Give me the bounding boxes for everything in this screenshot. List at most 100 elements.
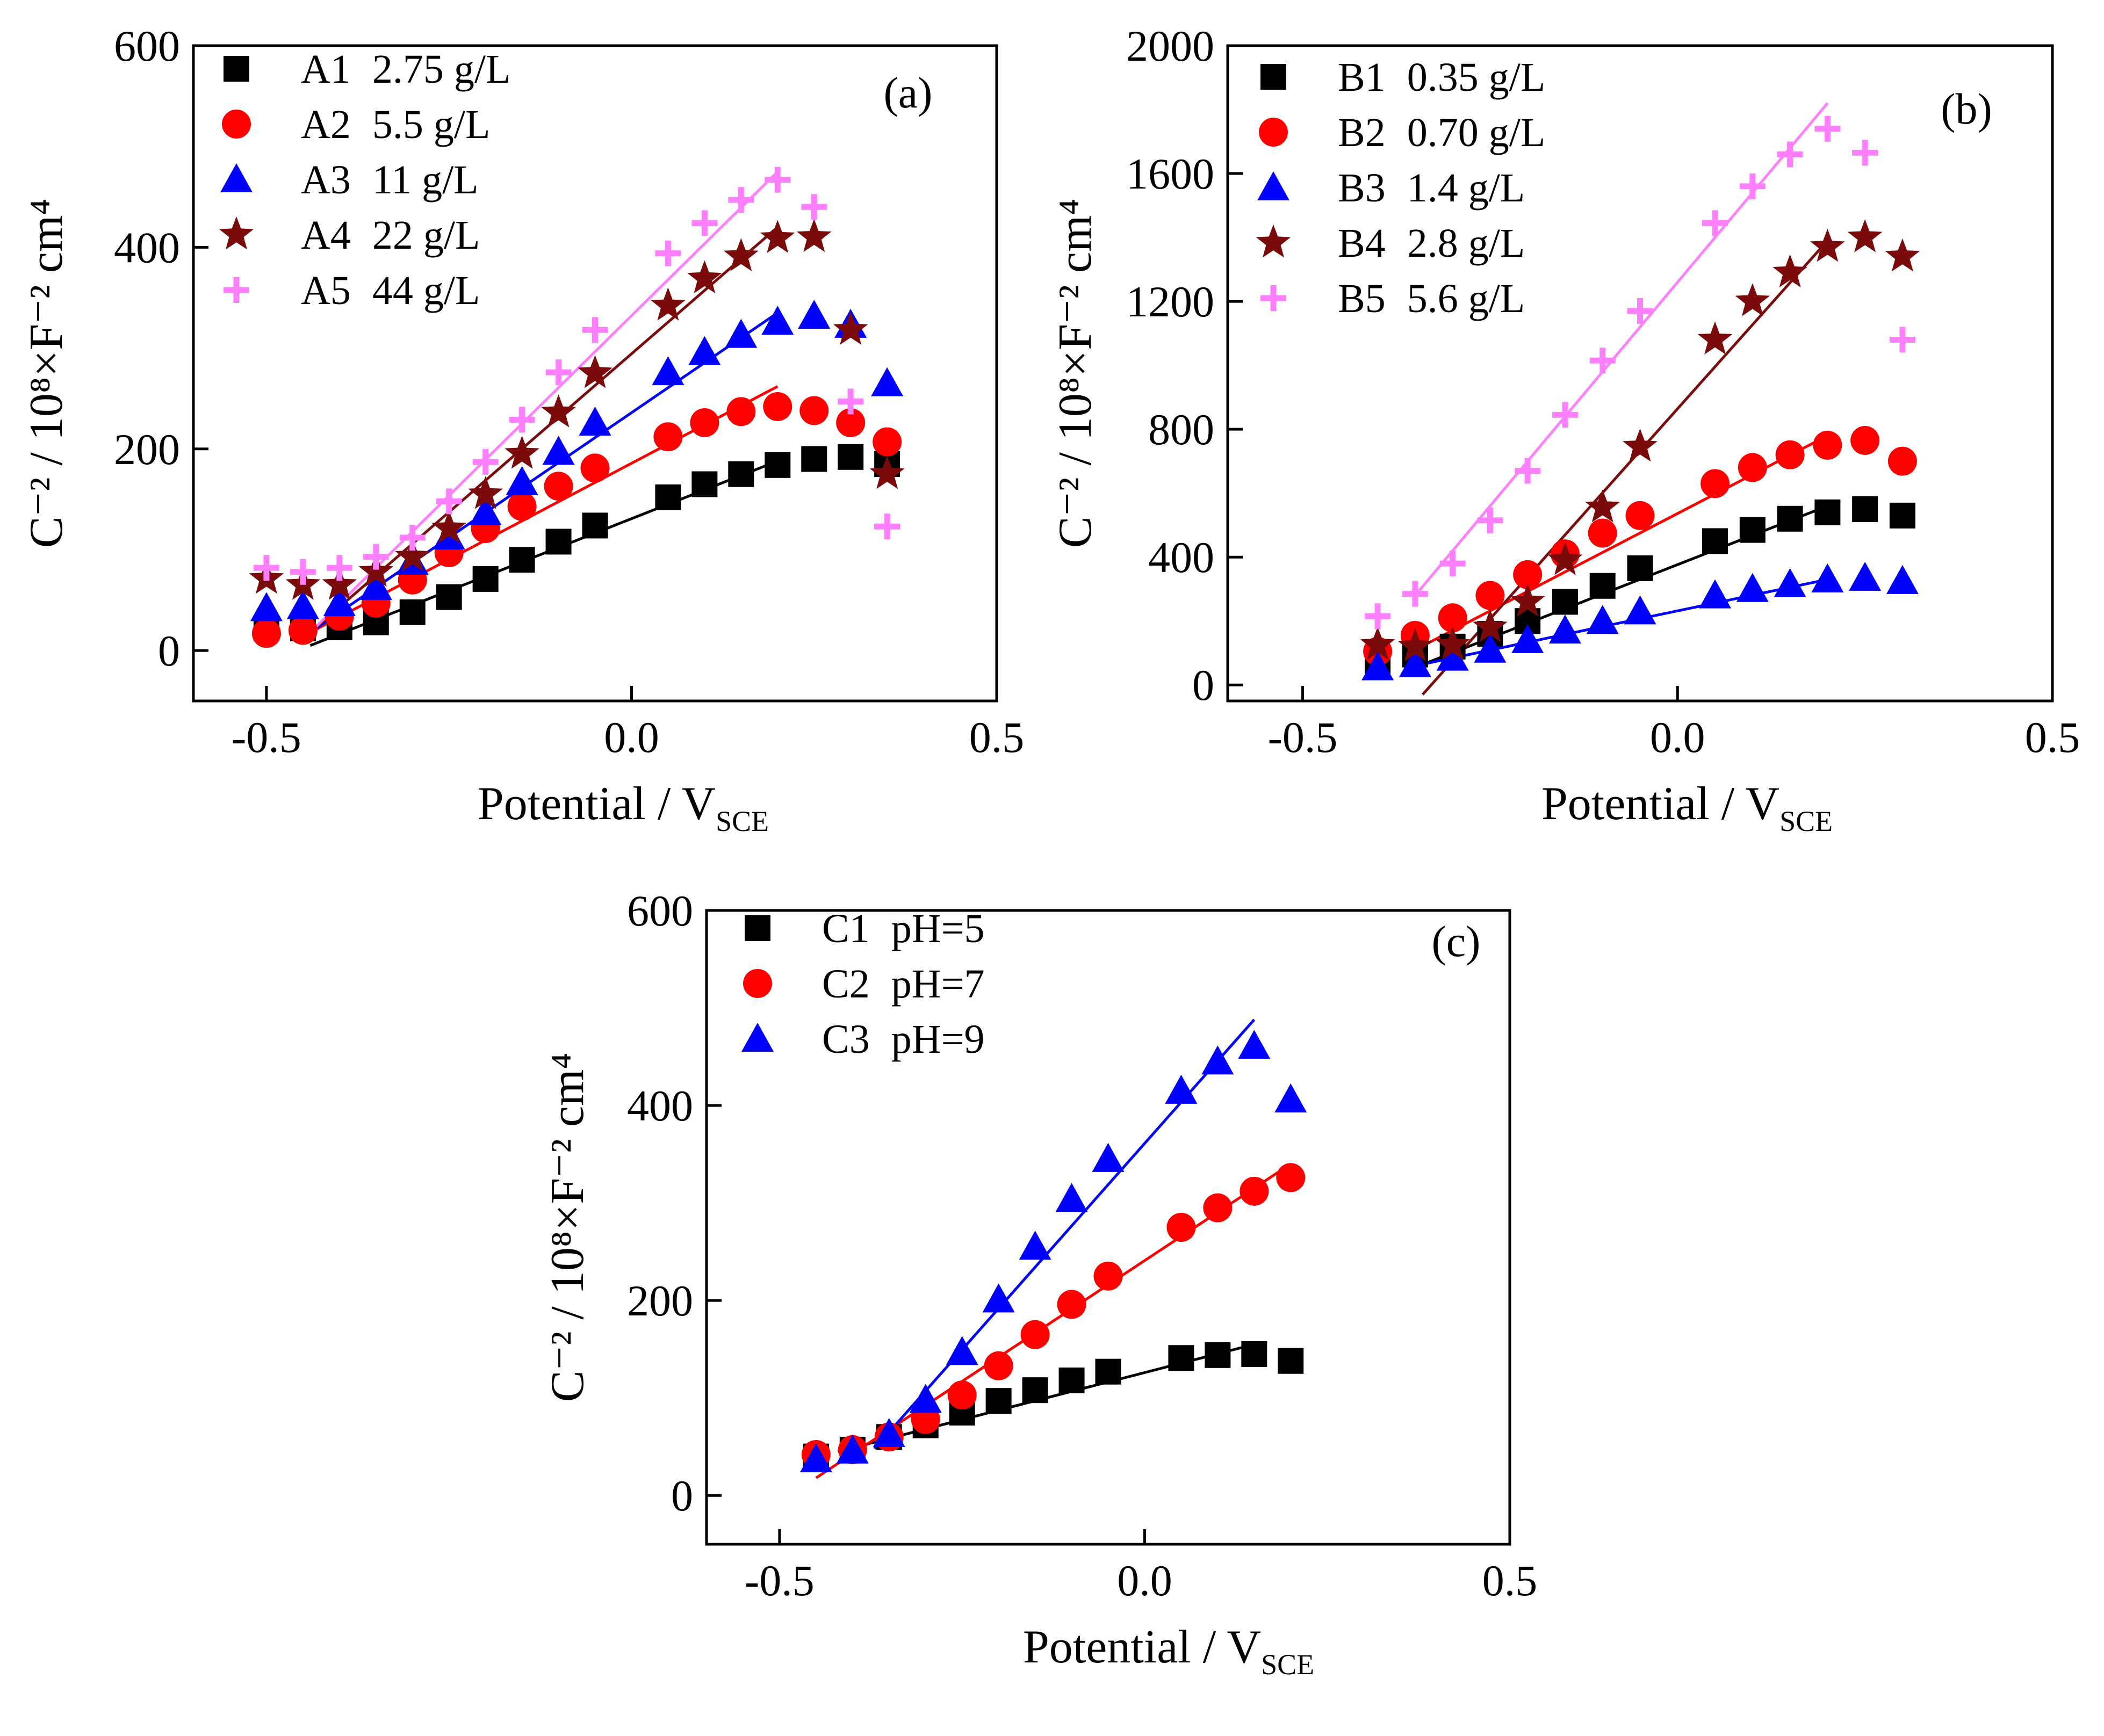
data-point-a1 [728, 461, 754, 487]
data-point-a1 [436, 584, 462, 610]
data-point-a3 [688, 336, 721, 365]
data-point-a2 [763, 392, 792, 421]
legend-label-a1: A1 2.75 g/L [301, 47, 510, 92]
data-point-b2 [1738, 453, 1767, 482]
data-point-c3 [946, 1336, 978, 1365]
data-point-a4 [431, 510, 466, 544]
data-point-a2 [799, 396, 829, 425]
data-point-b4 [1885, 238, 1920, 272]
legend-marker-c3 [741, 1023, 774, 1052]
data-point-b5 [1852, 140, 1878, 166]
data-point-a5 [801, 194, 827, 220]
data-point-b5 [1889, 327, 1915, 353]
y-tick-label: 200 [627, 1276, 693, 1325]
y-tick-label: 200 [114, 425, 180, 474]
data-point-c3 [1019, 1231, 1051, 1260]
legend-marker-a2 [222, 110, 251, 139]
data-point-c2 [984, 1351, 1013, 1380]
legend-label-c1: C1 pH=5 [822, 906, 984, 951]
data-point-a3 [579, 406, 611, 436]
data-point-c2 [1166, 1213, 1196, 1242]
x-tick-label: 0.0 [1650, 713, 1705, 762]
data-point-a2 [544, 472, 573, 501]
data-point-b3 [1736, 573, 1769, 602]
data-point-a5 [436, 488, 462, 515]
fit-line-a3 [309, 312, 779, 634]
data-point-a5 [765, 167, 791, 193]
data-point-a5 [545, 359, 572, 386]
data-point-c3 [1055, 1183, 1088, 1212]
data-point-c3 [1238, 1030, 1271, 1059]
data-point-a4 [358, 553, 394, 587]
data-point-b3 [1399, 648, 1431, 677]
data-point-a3 [286, 590, 319, 619]
data-point-b2 [1438, 603, 1467, 633]
x-axis-title: Potential / VSCE [478, 778, 769, 837]
data-point-a5 [728, 187, 754, 213]
data-point-a5 [509, 407, 535, 433]
data-point-c2 [1203, 1193, 1233, 1223]
data-point-c2 [1276, 1163, 1306, 1192]
y-tick-label: 1600 [1126, 149, 1214, 198]
data-point-b4 [1735, 283, 1770, 316]
data-point-a2 [507, 491, 537, 521]
x-tick-label: 0.5 [969, 713, 1025, 762]
data-point-a5 [253, 555, 279, 581]
data-point-a4 [541, 394, 576, 428]
y-axis-title: C⁻² / 10⁸×F⁻² cm⁴ [542, 1053, 594, 1402]
y-tick-label: 600 [114, 21, 180, 70]
data-point-a1 [399, 599, 426, 625]
data-point-c2 [1057, 1290, 1086, 1319]
data-point-a4 [833, 312, 868, 345]
data-point-a4 [395, 538, 430, 572]
data-point-a1 [765, 452, 791, 478]
data-point-a2 [653, 422, 683, 452]
data-point-b1 [1702, 528, 1728, 554]
data-point-b4 [1847, 219, 1883, 252]
data-point-b1 [1552, 589, 1578, 615]
data-point-c3 [836, 1434, 869, 1464]
data-point-c1 [1022, 1377, 1048, 1404]
y-tick-label: 400 [114, 223, 180, 272]
data-point-c3 [1201, 1045, 1234, 1075]
legend-label-a3: A3 11 g/L [301, 157, 479, 202]
y-tick-label: 2000 [1126, 21, 1214, 70]
x-tick-label: -0.5 [745, 1556, 815, 1605]
legend-label-b3: B3 1.4 g/L [1338, 165, 1525, 211]
plot-frame [192, 44, 998, 703]
y-tick-label: 0 [158, 626, 180, 675]
data-point-b5 [1589, 348, 1616, 374]
legend-label-a5: A5 44 g/L [301, 268, 480, 313]
data-point-b3 [1811, 563, 1844, 592]
data-point-b1 [1627, 555, 1653, 582]
legend-marker-b3 [1257, 171, 1289, 200]
data-point-a5 [399, 524, 426, 551]
data-point-b5 [1515, 458, 1541, 484]
legend-label-b1: B1 0.35 g/L [1338, 55, 1545, 100]
data-point-c1 [1058, 1368, 1085, 1394]
panel-label: (b) [1941, 84, 1992, 133]
data-point-b3 [1548, 614, 1581, 644]
data-point-a1 [838, 444, 864, 470]
data-point-c1 [1241, 1341, 1267, 1367]
legend-marker-b4 [1256, 225, 1291, 258]
chart-panel-a: -0.5 0.0 0.5 0 200 400 600 Potential / VSCE C⁻² … [20, 21, 1024, 837]
plot-frame [1226, 44, 2054, 703]
data-point-a5 [691, 210, 718, 236]
data-point-b4 [1810, 228, 1845, 262]
data-point-c2 [947, 1380, 977, 1410]
y-axis-title: C⁻² / 10⁸×F⁻² cm⁴ [20, 199, 73, 548]
data-point-b5 [1739, 173, 1766, 199]
data-point-a2 [690, 408, 719, 437]
data-point-b3 [1436, 641, 1469, 671]
data-point-a3 [469, 496, 502, 526]
data-point-c3 [1165, 1074, 1198, 1104]
data-point-b4 [1697, 321, 1733, 355]
data-point-a4 [322, 567, 357, 600]
data-point-a5 [874, 513, 900, 540]
data-point-b2 [1850, 425, 1880, 455]
data-point-b5 [1439, 551, 1466, 577]
data-point-b5 [1477, 507, 1503, 533]
data-point-a1 [582, 512, 608, 539]
